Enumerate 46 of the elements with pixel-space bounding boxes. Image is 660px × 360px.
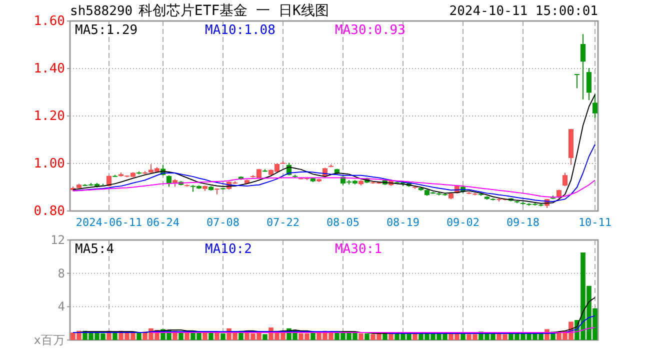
- y-tick-label: 12: [50, 233, 65, 247]
- x-tick-label: 07-08: [206, 216, 240, 229]
- y-tick-label: x百万: [34, 333, 65, 347]
- x-tick-label: 08-05: [326, 216, 360, 229]
- line-series: [72, 315, 596, 334]
- text: MA10:1.08: [205, 23, 276, 38]
- line-series: [72, 177, 596, 198]
- y-tick-label: 1.00: [34, 156, 65, 172]
- candlestick: [586, 68, 592, 101]
- x-tick-label: 07-22: [266, 216, 300, 229]
- x-tick-label: 2024-06-11: [76, 216, 142, 229]
- text: MA5:1.29: [75, 23, 138, 38]
- x-tick-label: 09-02: [446, 216, 480, 229]
- x-tick-label: 09-18: [506, 216, 540, 229]
- x-tick-label: 08-19: [386, 216, 420, 229]
- text: MA30:1: [335, 242, 382, 257]
- y-tick-label: 1.40: [34, 62, 65, 76]
- candlestick: [580, 34, 586, 100]
- text: MA10:2: [205, 242, 252, 257]
- bar: [358, 333, 364, 340]
- bar: [262, 334, 268, 340]
- y-tick-label: 1.20: [34, 109, 65, 124]
- text: sh588290: [70, 4, 133, 19]
- chart-title: 科创芯片ETF基金 一 日K线图: [138, 3, 329, 19]
- bar: [460, 333, 466, 340]
- y-tick-label: 8: [58, 266, 65, 280]
- x-tick-label: 06-24: [146, 216, 180, 229]
- bar: [214, 332, 220, 340]
- y-tick-label: 0.80: [34, 204, 65, 219]
- text: 2024-10-11 15:00:01: [449, 4, 598, 19]
- bar: [364, 333, 370, 340]
- bar: [112, 332, 118, 340]
- bar: [382, 333, 388, 340]
- x-tick-label: 10-11: [578, 216, 612, 229]
- bar: [220, 333, 226, 340]
- text: MA5:4: [75, 242, 114, 257]
- bar: [310, 332, 316, 340]
- y-tick-label: 4: [58, 300, 65, 314]
- candlestick: [574, 73, 580, 89]
- bar: [202, 332, 208, 340]
- y-tick-label: 1.60: [34, 14, 65, 29]
- candlestick: [592, 93, 598, 118]
- text: MA30:0.93: [335, 23, 406, 38]
- bar: [412, 333, 418, 340]
- bar: [136, 332, 142, 340]
- candlestick: [562, 172, 568, 187]
